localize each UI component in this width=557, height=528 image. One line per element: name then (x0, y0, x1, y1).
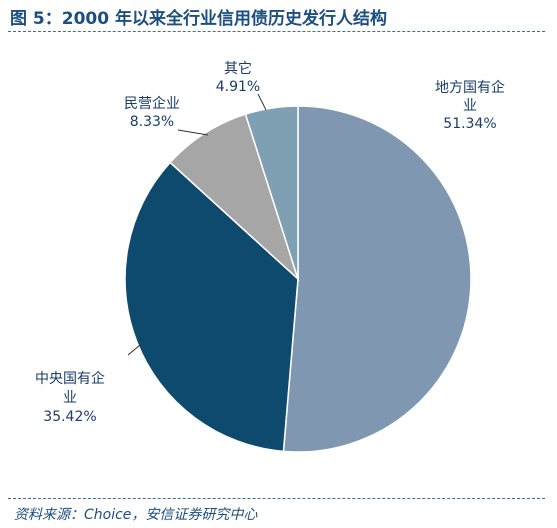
slice-value-label-3: 4.91% (216, 79, 260, 95)
leader-line-3 (257, 93, 267, 111)
source-note: 资料来源：Choice，安信证券研究中心 (14, 507, 258, 523)
slice-value-label-0: 51.34% (443, 116, 496, 132)
slice-name-label-3: 其它 (224, 60, 252, 77)
slice-value-label-2: 8.33% (130, 114, 174, 130)
pie-slice-2 (169, 113, 300, 282)
top-divider (8, 31, 545, 32)
slice-name-label-1: 中央国有企 (35, 370, 105, 387)
pie-slice-3 (244, 105, 299, 280)
slice-name-label-2: 民营企业 (124, 95, 180, 112)
figure-title: 图 5：2000 年以来全行业信用债历史发行人结构 (10, 9, 387, 29)
pie-slice-0 (282, 105, 472, 453)
slice-name-label-1: 业 (63, 390, 77, 406)
bottom-divider (8, 498, 545, 499)
leader-line-1 (127, 344, 141, 356)
slice-name-label-0: 业 (463, 98, 477, 114)
leader-line-2 (177, 129, 209, 136)
slice-name-label-0: 地方国有企 (435, 79, 505, 96)
slice-value-label-1: 35.42% (43, 409, 96, 425)
pie-slice-1 (124, 161, 299, 453)
